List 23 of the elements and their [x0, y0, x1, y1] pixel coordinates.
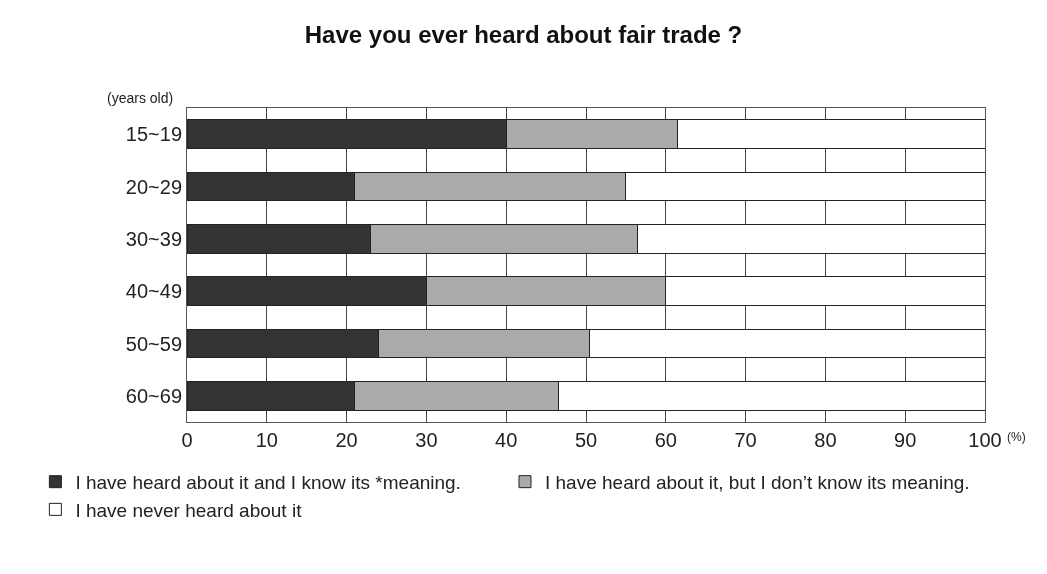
x-axis-title: (%) [1007, 430, 1026, 444]
chart-title: Have you ever heard about fair trade ? [304, 20, 743, 48]
x-tick-label: 10 [255, 429, 278, 451]
y-tick-label: 20~29 [125, 175, 182, 198]
x-tick-label: 40 [495, 429, 518, 451]
x-tick-label: 70 [734, 429, 757, 451]
y-tick-label: 30~39 [125, 227, 182, 250]
x-tick-label: 60 [654, 429, 677, 451]
y-tick-label: 50~59 [125, 332, 182, 355]
y-tick-label: 15~19 [125, 123, 182, 146]
legend-label: I have heard about it and I know its *meaning. [75, 472, 461, 494]
legend-label: I have never heard about it [75, 499, 303, 521]
x-tick-label: 90 [894, 429, 917, 451]
x-tick-label: 80 [814, 429, 837, 451]
y-tick-label: 40~49 [125, 280, 182, 303]
x-tick-label: 100 [968, 429, 1002, 451]
x-tick-label: 50 [574, 429, 598, 451]
x-tick-label: 30 [415, 429, 438, 451]
legend-label: I have heard about it, but I don’t know its meaning. [544, 472, 970, 494]
x-tick-label: 0 [181, 429, 193, 451]
y-tick-label: 60~69 [125, 384, 182, 407]
x-tick-label: 20 [335, 429, 358, 451]
y-axis-title: (years old) [107, 90, 174, 106]
